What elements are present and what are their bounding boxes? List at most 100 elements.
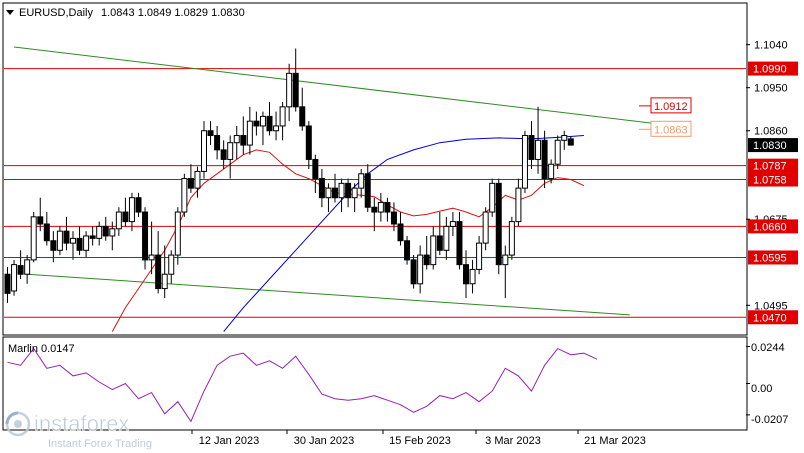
candle-body-bear	[50, 240, 57, 251]
candle	[4, 267, 11, 303]
candle	[155, 231, 162, 294]
time-tick-label: 30 Jan 2023	[294, 435, 355, 447]
channel-lower-line	[27, 273, 630, 316]
candle-body-bull	[128, 197, 135, 223]
candle	[436, 212, 443, 256]
candlesticks	[4, 48, 574, 303]
horizontal-levels	[4, 68, 746, 318]
candle-body-bear	[142, 211, 149, 261]
time-tick-label: 15 Feb 2023	[389, 435, 451, 447]
candle-body-bear	[345, 182, 352, 199]
ohlc-readout: 1.0843 1.0849 1.0829 1.0830	[101, 7, 245, 19]
candle	[83, 231, 90, 258]
candle	[11, 259, 18, 296]
candle	[351, 183, 358, 213]
candle-body-bear	[495, 182, 502, 266]
candle	[122, 197, 129, 227]
candle-body-bull	[115, 211, 122, 230]
level-label-bg	[748, 172, 798, 187]
level-label: 1.0990	[753, 64, 787, 76]
candle-body-bull	[273, 125, 280, 132]
candle	[286, 63, 293, 122]
candle-body-bear	[253, 120, 260, 127]
candle	[456, 212, 463, 270]
candle-body-bull	[24, 259, 31, 275]
candle-body-bull	[561, 135, 568, 141]
candle-body-bear	[76, 237, 83, 251]
candle-body-bull	[449, 221, 456, 227]
channel-upper-line	[13, 46, 676, 127]
level-label: 1.0470	[753, 312, 787, 324]
candle-body-bull	[246, 120, 253, 146]
candle	[312, 154, 319, 193]
candle	[142, 207, 149, 270]
candle-body-bear	[541, 139, 548, 180]
candle-body-bear	[299, 106, 306, 127]
candle	[168, 250, 175, 284]
candle	[541, 130, 548, 189]
time-tick-label: 12 Jan 2023	[199, 435, 260, 447]
candle	[548, 159, 555, 184]
watermark-brand: instaforex	[34, 411, 129, 436]
symbol-label: EURUSD,Daily	[19, 7, 93, 19]
marlin-indicator	[7, 345, 750, 423]
price-tick-label: 1.1040	[754, 40, 788, 52]
candle	[266, 102, 273, 136]
candle-body-bear	[292, 72, 299, 108]
target-label: 1.0863	[654, 124, 688, 136]
candle	[187, 164, 194, 193]
candle	[30, 212, 37, 263]
candle-body-bear	[305, 125, 312, 160]
symbol-dropdown-icon[interactable]	[6, 10, 14, 15]
candle-body-bull	[96, 225, 103, 239]
candle-body-bull	[194, 170, 201, 189]
candle	[482, 207, 489, 251]
candle	[345, 178, 352, 208]
candle-body-bear	[332, 187, 338, 199]
candle	[246, 106, 253, 155]
price-tick-label: 1.0495	[754, 300, 788, 312]
level-label: 1.0660	[753, 221, 787, 233]
candle	[377, 192, 384, 222]
candle	[115, 207, 122, 236]
candle-body-bear	[404, 240, 411, 261]
candle-body-bear	[567, 138, 574, 146]
candle-body-bear	[528, 135, 535, 160]
candle	[214, 125, 221, 160]
candle-body-bull	[148, 254, 155, 261]
candle	[50, 231, 57, 263]
logo-mark-icon	[5, 411, 31, 437]
candle	[174, 207, 181, 265]
candle	[469, 259, 476, 294]
candle-body-bull	[161, 273, 168, 290]
time-tick-label: 3 Mar 2023	[485, 435, 541, 447]
price-channel	[13, 46, 676, 316]
current-price-label: 1.0830	[753, 140, 787, 152]
candle-body-bear	[89, 235, 96, 239]
candle	[515, 178, 522, 227]
indicator-tick-bottom: -0.0207	[751, 414, 788, 426]
candle-body-bear	[4, 273, 11, 294]
candle-body-bear	[220, 149, 227, 160]
time-tick-label: 21 Mar 2023	[584, 435, 646, 447]
candle	[63, 216, 70, 251]
candle	[318, 169, 325, 208]
candle	[37, 197, 44, 232]
candle	[128, 192, 135, 232]
candle	[207, 121, 214, 146]
time-axis: 12 Jan 2023 30 Jan 2023 15 Feb 2023 3 Mar 2…	[191, 430, 646, 447]
candle	[233, 125, 240, 160]
candle	[535, 106, 542, 174]
candle	[102, 216, 109, 241]
candle-body-bear	[397, 223, 404, 242]
candle	[148, 221, 155, 275]
candle	[109, 221, 116, 251]
candle-body-bear	[102, 225, 109, 237]
level-label-bg	[748, 250, 798, 265]
candle	[489, 178, 496, 217]
candle-body-bear	[390, 211, 397, 225]
candle	[338, 178, 345, 213]
candle	[332, 173, 338, 203]
candle	[554, 135, 561, 169]
candle-body-bear	[37, 216, 44, 225]
